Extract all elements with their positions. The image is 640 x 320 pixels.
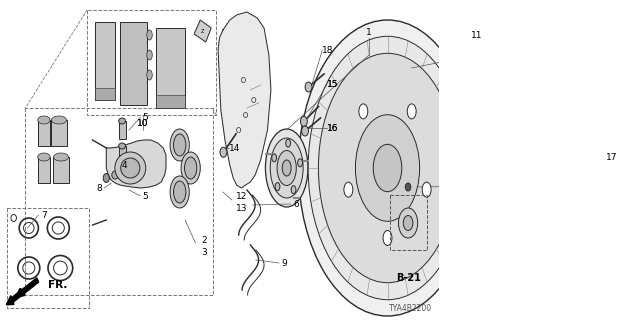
Text: 16: 16: [327, 124, 339, 132]
Text: 7: 7: [42, 211, 47, 220]
Polygon shape: [156, 28, 185, 108]
Ellipse shape: [373, 144, 402, 192]
Ellipse shape: [277, 150, 296, 186]
Text: 17: 17: [606, 153, 618, 162]
Ellipse shape: [275, 183, 280, 191]
Text: TYA4B2200: TYA4B2200: [389, 304, 432, 313]
Ellipse shape: [51, 116, 67, 124]
Text: 4: 4: [122, 161, 127, 170]
Text: Z: Z: [201, 28, 204, 34]
Ellipse shape: [173, 181, 186, 203]
Ellipse shape: [403, 215, 413, 230]
Ellipse shape: [54, 153, 68, 161]
Text: 5: 5: [143, 191, 148, 201]
Polygon shape: [156, 95, 185, 108]
Ellipse shape: [308, 36, 467, 300]
Ellipse shape: [355, 115, 420, 221]
Ellipse shape: [170, 176, 189, 208]
Text: 12: 12: [236, 191, 247, 201]
Ellipse shape: [405, 183, 411, 191]
Ellipse shape: [399, 208, 418, 238]
Ellipse shape: [38, 153, 50, 161]
Ellipse shape: [118, 143, 125, 149]
Ellipse shape: [184, 157, 197, 179]
Polygon shape: [95, 88, 115, 100]
Text: 8: 8: [97, 183, 102, 193]
Ellipse shape: [422, 182, 431, 197]
Text: 15: 15: [327, 79, 339, 89]
Text: 16: 16: [327, 124, 339, 132]
Ellipse shape: [121, 158, 140, 178]
Ellipse shape: [291, 186, 296, 194]
Ellipse shape: [383, 230, 392, 245]
Text: 10: 10: [137, 118, 148, 127]
Text: 14: 14: [229, 143, 240, 153]
Ellipse shape: [266, 129, 308, 207]
Bar: [118, 146, 125, 164]
Polygon shape: [120, 22, 147, 105]
Ellipse shape: [344, 182, 353, 197]
Polygon shape: [194, 20, 211, 42]
Ellipse shape: [270, 138, 303, 198]
Ellipse shape: [301, 126, 308, 136]
Ellipse shape: [118, 118, 125, 124]
Ellipse shape: [282, 160, 291, 176]
Text: 6: 6: [293, 199, 299, 209]
Bar: [390, 195, 428, 250]
Ellipse shape: [359, 104, 368, 119]
Text: 18: 18: [322, 45, 333, 54]
Text: 3: 3: [202, 247, 207, 257]
Ellipse shape: [272, 154, 276, 162]
Text: B-21: B-21: [396, 273, 420, 283]
Ellipse shape: [298, 20, 477, 316]
Ellipse shape: [173, 134, 186, 156]
Ellipse shape: [285, 139, 291, 147]
Ellipse shape: [38, 116, 50, 124]
Ellipse shape: [298, 159, 303, 167]
Polygon shape: [106, 140, 166, 188]
Ellipse shape: [300, 116, 307, 126]
Ellipse shape: [181, 152, 200, 184]
Bar: [54, 157, 68, 183]
Ellipse shape: [147, 50, 152, 60]
Text: 15: 15: [327, 79, 339, 89]
Ellipse shape: [115, 152, 146, 184]
Text: 5: 5: [143, 113, 148, 122]
Polygon shape: [95, 22, 115, 100]
Bar: [38, 157, 50, 183]
Text: 1: 1: [366, 28, 372, 36]
Bar: [38, 120, 50, 146]
Text: 11: 11: [471, 30, 483, 39]
Text: 2: 2: [202, 236, 207, 244]
Ellipse shape: [147, 30, 152, 40]
Bar: [51, 120, 67, 146]
Text: 9: 9: [282, 259, 287, 268]
Ellipse shape: [305, 82, 312, 92]
Text: 10: 10: [137, 118, 148, 127]
Text: FR.: FR.: [48, 280, 67, 290]
Ellipse shape: [319, 53, 456, 283]
Ellipse shape: [112, 171, 118, 179]
FancyArrow shape: [6, 278, 38, 305]
Ellipse shape: [407, 104, 416, 119]
Polygon shape: [218, 12, 271, 188]
Ellipse shape: [103, 173, 109, 182]
Text: 13: 13: [236, 204, 247, 212]
Bar: [118, 121, 125, 139]
Ellipse shape: [147, 70, 152, 80]
Ellipse shape: [170, 129, 189, 161]
Ellipse shape: [220, 147, 227, 157]
